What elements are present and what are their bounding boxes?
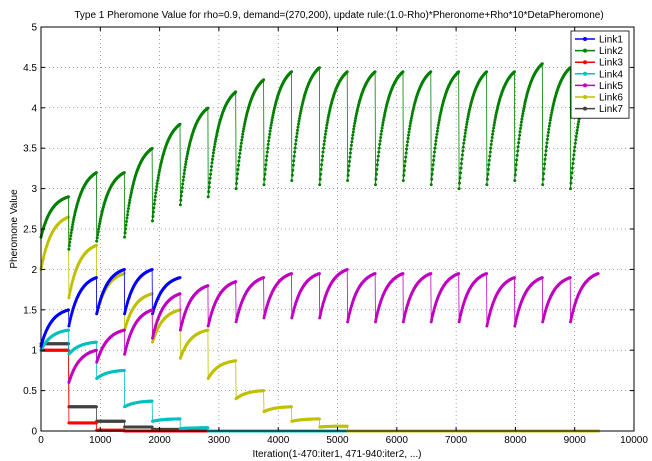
data-point	[67, 293, 71, 297]
data-point	[290, 405, 293, 409]
data-point	[94, 340, 98, 344]
data-point	[94, 405, 98, 409]
data-point	[317, 417, 321, 421]
data-point	[150, 399, 154, 403]
data-point	[122, 268, 126, 271]
data-point	[178, 417, 182, 421]
data-point	[67, 296, 71, 300]
chart-title: Type 1 Pheromone Value for rho=0.9, dema…	[74, 10, 603, 21]
data-point	[122, 368, 126, 372]
series-link4	[39, 328, 600, 433]
data-point	[262, 389, 266, 393]
data-point	[67, 328, 70, 332]
data-point	[234, 359, 238, 363]
data-point	[122, 419, 126, 423]
data-point	[206, 328, 210, 332]
data-point	[150, 268, 154, 271]
data-point	[94, 243, 98, 247]
data-point	[94, 421, 98, 425]
data-layer	[39, 62, 600, 433]
grid-layer	[41, 27, 634, 431]
data-point	[150, 425, 154, 429]
data-point	[345, 424, 349, 428]
data-point	[68, 291, 72, 295]
data-point	[67, 308, 70, 312]
data-point	[206, 426, 210, 430]
data-point	[94, 276, 98, 280]
